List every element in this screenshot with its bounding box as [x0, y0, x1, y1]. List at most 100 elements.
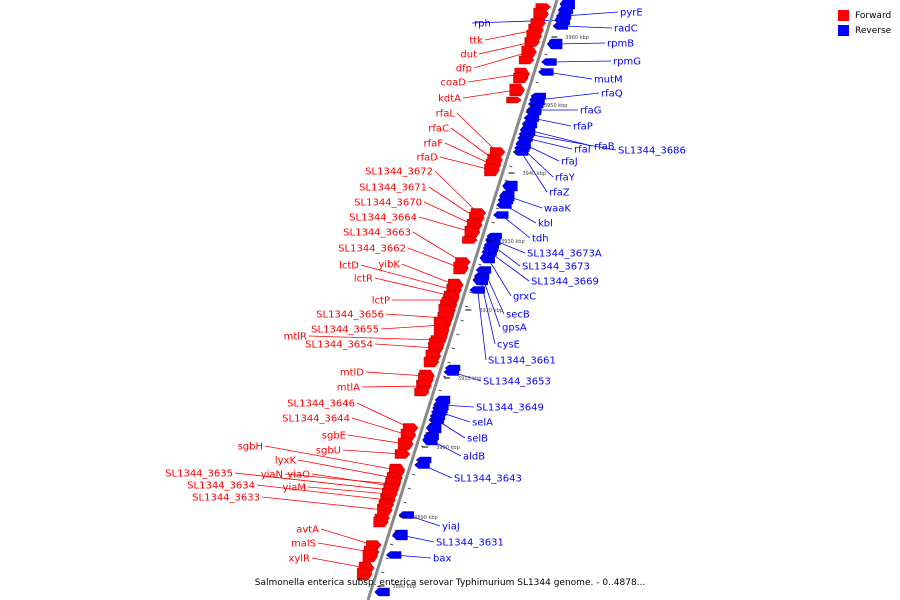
gene-label-selB[interactable]: selB — [467, 434, 488, 445]
gene-label-rfaG[interactable]: rfaG — [580, 106, 602, 117]
gene-reverse-unlabeled[interactable] — [374, 587, 390, 597]
gene-label-rfaI[interactable]: rfaI — [574, 145, 591, 156]
gene-label-rfaC[interactable]: rfaC — [428, 124, 449, 135]
gene-forward-unlabeled[interactable] — [513, 72, 529, 84]
gene-reverse-unlabeled[interactable] — [521, 119, 538, 129]
gene-label-SL1344_3649[interactable]: SL1344_3649 — [476, 403, 544, 414]
gene-label-SL1344_3655[interactable]: SL1344_3655 — [311, 325, 379, 336]
gene-forward-unlabeled[interactable] — [464, 227, 481, 237]
gene-label-SL1344_3644[interactable]: SL1344_3644 — [282, 414, 350, 425]
gene-forward-unlabeled[interactable] — [518, 55, 535, 65]
gene-bax[interactable] — [385, 551, 402, 559]
gene-label-SL1344_3670[interactable]: SL1344_3670 — [354, 198, 422, 209]
gene-forward-unlabeled[interactable] — [423, 356, 440, 368]
gene-label-lctR[interactable]: lctR — [354, 274, 373, 285]
gene-label-SL1344_3664[interactable]: SL1344_3664 — [349, 213, 417, 224]
gene-secB[interactable] — [475, 266, 492, 274]
gene-label-rfaJ[interactable]: rfaJ — [561, 157, 578, 168]
gene-mutM[interactable] — [538, 68, 554, 76]
gene-grxC[interactable] — [479, 252, 495, 264]
gene-label-SL1344_3633[interactable]: SL1344_3633 — [192, 493, 260, 504]
gene-label-SL1344_3673A[interactable]: SL1344_3673A — [527, 249, 602, 260]
gene-reverse-unlabeled[interactable] — [444, 364, 461, 372]
gene-label-SL1344_3686[interactable]: SL1344_3686 — [618, 146, 686, 157]
gene-kdtA[interactable] — [509, 83, 525, 97]
gene-sgbU[interactable] — [394, 449, 411, 459]
gene-label-rph[interactable]: rph — [474, 19, 491, 30]
gene-label-xylR[interactable]: xylR — [288, 554, 310, 565]
gene-label-avtA[interactable]: avtA — [296, 525, 319, 536]
gene-forward-unlabeled[interactable] — [373, 516, 389, 528]
gene-label-SL1344_3656[interactable]: SL1344_3656 — [316, 310, 384, 321]
gene-cysE[interactable] — [472, 274, 488, 286]
gene-reverse-unlabeled[interactable] — [391, 532, 408, 540]
gene-forward-unlabeled[interactable] — [418, 372, 434, 388]
gene-reverse-unlabeled[interactable] — [557, 5, 574, 15]
gene-label-rfaP[interactable]: rfaP — [573, 122, 593, 133]
gene-rfaZ[interactable] — [512, 148, 529, 156]
gene-label-rfaY[interactable]: rfaY — [555, 173, 576, 184]
gene-forward-unlabeled[interactable] — [506, 96, 522, 104]
gene-forward-unlabeled[interactable] — [526, 29, 542, 43]
gene-label-waaK[interactable]: waaK — [544, 204, 571, 215]
gene-forward-unlabeled[interactable] — [382, 488, 398, 500]
gene-label-SL1344_3653[interactable]: SL1344_3653 — [483, 377, 551, 388]
gene-label-coaD[interactable]: coaD — [441, 78, 467, 89]
gene-reverse-unlabeled[interactable] — [423, 431, 439, 441]
gene-label-aldB[interactable]: aldB — [463, 452, 485, 463]
gene-label-bax[interactable]: bax — [433, 554, 451, 565]
gene-forward-unlabeled[interactable] — [378, 499, 395, 511]
gene-label-lyxK[interactable]: lyxK — [275, 456, 297, 467]
gene-label-sgbH[interactable]: sgbH — [238, 442, 263, 453]
gene-label-grxC[interactable]: grxC — [513, 292, 536, 303]
gene-forward-unlabeled[interactable] — [530, 18, 547, 28]
gene-forward-unlabeled[interactable] — [356, 567, 373, 581]
gene-label-sgbE[interactable]: sgbE — [322, 431, 346, 442]
gene-label-SL1344_3663[interactable]: SL1344_3663 — [343, 228, 411, 239]
gene-label-malS[interactable]: malS — [291, 539, 316, 550]
gene-label-selA[interactable]: selA — [472, 418, 493, 429]
gene-label-mtlD[interactable]: mtlD — [340, 368, 364, 379]
gene-reverse-unlabeled[interactable] — [486, 232, 502, 240]
gene-forward-unlabeled[interactable] — [462, 236, 478, 244]
gene-label-lctD[interactable]: lctD — [339, 261, 359, 272]
gene-label-rfaB[interactable]: rfaB — [594, 142, 615, 153]
gene-label-SL1344_3662[interactable]: SL1344_3662 — [338, 244, 406, 255]
gene-label-secB[interactable]: secB — [506, 310, 530, 321]
gene-label-dut[interactable]: dut — [460, 50, 477, 61]
gene-tdh[interactable] — [492, 211, 509, 219]
gene-reverse-unlabeled[interactable] — [502, 180, 518, 192]
gene-label-SL1344_3635[interactable]: SL1344_3635 — [165, 469, 233, 480]
gene-forward-unlabeled[interactable] — [429, 337, 445, 353]
gene-label-yibK[interactable]: yibK — [378, 260, 400, 271]
gene-reverse-unlabeled[interactable] — [432, 402, 448, 414]
gene-label-rpmB[interactable]: rpmB — [607, 39, 634, 50]
gene-yibK[interactable] — [448, 278, 464, 292]
gene-label-radC[interactable]: radC — [614, 24, 638, 35]
gene-radC[interactable] — [552, 22, 569, 30]
gene-label-kbl[interactable]: kbl — [538, 219, 553, 230]
gene-label-rfaF[interactable]: rfaF — [423, 139, 443, 150]
gene-label-mtlA[interactable]: mtlA — [337, 383, 360, 394]
gene-label-SL1344_3631[interactable]: SL1344_3631 — [436, 538, 504, 549]
gene-label-rfaD[interactable]: rfaD — [417, 153, 439, 164]
gene-reverse-unlabeled[interactable] — [497, 195, 514, 205]
gene-label-SL1344_3661[interactable]: SL1344_3661 — [488, 356, 556, 367]
gene-reverse-unlabeled[interactable] — [527, 99, 544, 109]
gene-label-SL1344_3646[interactable]: SL1344_3646 — [287, 399, 355, 410]
gene-forward-unlabeled[interactable] — [533, 7, 549, 21]
gene-rpmB[interactable] — [546, 38, 563, 50]
gene-label-ttk[interactable]: ttk — [469, 36, 483, 47]
gene-label-lctP[interactable]: lctP — [372, 296, 390, 307]
gene-label-pyrE[interactable]: pyrE — [620, 8, 643, 19]
gene-reverse-unlabeled[interactable] — [429, 411, 446, 421]
gene-label-sgbU[interactable]: sgbU — [316, 446, 341, 457]
gene-label-yiaM[interactable]: yiaM — [283, 483, 306, 494]
gene-forward-unlabeled[interactable] — [414, 387, 430, 397]
gene-SL1344_3662[interactable] — [453, 261, 469, 275]
gene-label-yiaO[interactable]: yiaO — [287, 470, 310, 481]
gene-label-yiaJ[interactable]: yiaJ — [442, 522, 460, 533]
gene-rfaD[interactable] — [484, 163, 500, 177]
gene-label-SL1344_3669[interactable]: SL1344_3669 — [531, 277, 599, 288]
gene-SL1344_3661[interactable] — [469, 286, 485, 294]
